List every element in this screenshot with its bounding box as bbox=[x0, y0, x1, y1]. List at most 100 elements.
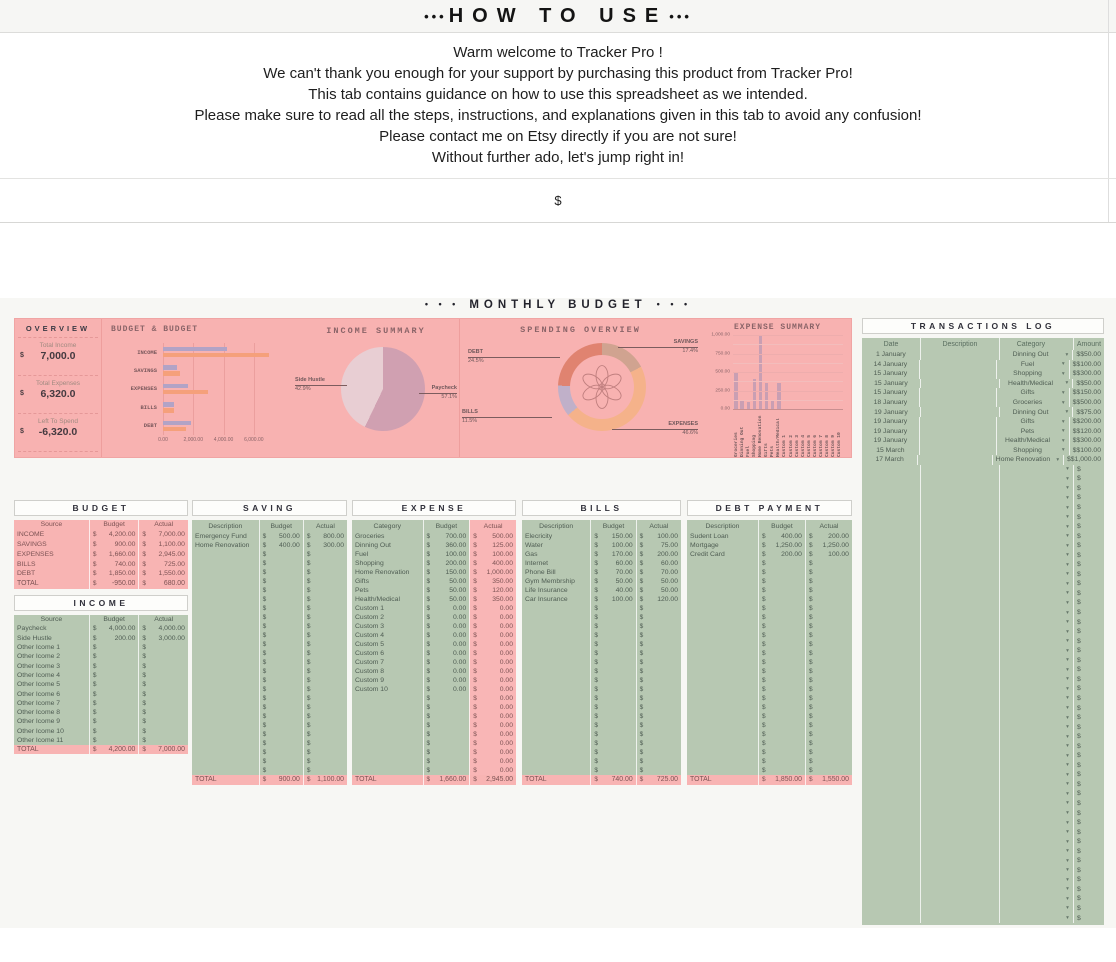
table-row: TOTAL $ -950.00 $680.00 bbox=[14, 578, 188, 589]
category-dropdown-icon: ▾ bbox=[1066, 743, 1069, 750]
transaction-row: ▾ $ bbox=[862, 598, 1104, 608]
transaction-row: ▾ $ bbox=[862, 607, 1104, 618]
table-row: $ $ bbox=[687, 766, 852, 775]
overview-title: OVERVIEW bbox=[25, 324, 91, 333]
welcome-block: Warm welcome to Tracker Pro ! We can't th… bbox=[0, 33, 1116, 179]
table-row: $ $ bbox=[687, 685, 852, 694]
table-row: TOTAL $900.00 $1,100.00 bbox=[192, 775, 347, 785]
category-dropdown-icon: ▾ bbox=[1065, 409, 1069, 416]
table-row: $ $0.00 bbox=[352, 712, 516, 721]
category-dropdown-icon: ▾ bbox=[1066, 705, 1069, 711]
donut-label-expenses: EXPENSES 46.6% bbox=[612, 421, 698, 436]
table-row: $ $0.00 bbox=[352, 703, 516, 712]
table-row: $ $ bbox=[522, 739, 681, 748]
category-dropdown-icon: ▾ bbox=[1066, 638, 1069, 645]
transaction-row: ▾ $ bbox=[862, 684, 1104, 694]
category-dropdown-icon: ▾ bbox=[1066, 829, 1069, 836]
category-dropdown-icon: ▾ bbox=[1066, 533, 1069, 540]
table-row: $ $ bbox=[522, 712, 681, 721]
category-dropdown-icon: ▾ bbox=[1061, 418, 1065, 425]
table-row: $ $ bbox=[687, 676, 852, 685]
income-table-title: INCOME bbox=[14, 595, 188, 611]
category-dropdown-icon: ▾ bbox=[1065, 351, 1069, 358]
table-row: $ $ bbox=[687, 712, 852, 721]
category-dropdown-icon: ▾ bbox=[1066, 571, 1069, 578]
transaction-row: ▾ $ bbox=[862, 550, 1104, 561]
dollar-cell[interactable]: $ bbox=[554, 193, 562, 208]
table-row: $ $0.00 bbox=[352, 748, 516, 757]
category-dropdown-icon: ▾ bbox=[1061, 370, 1065, 377]
table-row: $ $ bbox=[687, 586, 852, 595]
category-dropdown-icon: ▾ bbox=[1066, 514, 1069, 521]
transaction-row: ▾ $ bbox=[862, 789, 1104, 799]
transaction-row: ▾ $ bbox=[862, 579, 1104, 589]
table-row: $ $ bbox=[192, 739, 347, 748]
transaction-row: ▾ $ bbox=[862, 665, 1104, 675]
table-row: Custom 4 $0.00 $0.00 bbox=[352, 631, 516, 640]
transaction-row: ▾ $ bbox=[862, 846, 1104, 856]
category-dropdown-icon: ▾ bbox=[1066, 790, 1069, 797]
table-row: Other Icome 6 $ $ bbox=[14, 689, 188, 699]
table-row: $ $ bbox=[192, 685, 347, 694]
table-row: Other Icome 8 $ $ bbox=[14, 707, 188, 718]
table-row: Health/Medical $50.00 $350.00 bbox=[352, 595, 516, 604]
table-row: Other Icome 11 $ $ bbox=[14, 735, 188, 746]
table-row: Custom 2 $0.00 $0.00 bbox=[352, 613, 516, 622]
table-row: Dinning Out $360.00 $125.00 bbox=[352, 541, 516, 550]
category-dropdown-icon: ▾ bbox=[1066, 838, 1069, 845]
table-row: $ $ bbox=[192, 667, 347, 676]
category-dropdown-icon: ▾ bbox=[1066, 561, 1069, 568]
table-row: Other Icome 2 $ $ bbox=[14, 652, 188, 662]
table-row: Custom 1 $0.00 $0.00 bbox=[352, 604, 516, 613]
pie-label-paycheck: Paycheck 57.1% bbox=[419, 385, 457, 400]
panel-divider bbox=[459, 319, 460, 457]
budget-table-title: BUDGET bbox=[14, 500, 188, 516]
table-row: Other Icome 4 $ $ bbox=[14, 670, 188, 681]
table-row: $ $ bbox=[687, 568, 852, 577]
table-row: Groceries $700.00 $500.00 bbox=[352, 532, 516, 541]
table-row: Internet $60.00 $60.00 bbox=[522, 559, 681, 568]
table-row: $ $ bbox=[192, 658, 347, 667]
transaction-row: ▾ $ bbox=[862, 674, 1104, 685]
transaction-row: ▾ $ bbox=[862, 617, 1104, 627]
transaction-row: 15 January Shopping ▾ $ $300.00 bbox=[862, 369, 1104, 379]
table-row: $ $ bbox=[687, 703, 852, 712]
category-dropdown-icon: ▾ bbox=[1066, 781, 1069, 788]
table-row: $ $ bbox=[687, 622, 852, 631]
transaction-row: ▾ $ bbox=[862, 540, 1104, 551]
table-row: $ $ bbox=[687, 658, 852, 667]
category-dropdown-icon: ▾ bbox=[1061, 428, 1065, 435]
transaction-row: ▾ $ bbox=[862, 770, 1104, 780]
category-dropdown-icon: ▾ bbox=[1066, 886, 1069, 893]
transaction-row: ▾ $ bbox=[862, 722, 1104, 732]
table-row: Gas $170.00 $200.00 bbox=[522, 550, 681, 559]
table-row: Phone Bill $70.00 $70.00 bbox=[522, 568, 681, 577]
title-dots-right: ••• bbox=[669, 8, 692, 24]
table-row: $ $ bbox=[192, 622, 347, 631]
category-dropdown-icon: ▾ bbox=[1066, 619, 1069, 626]
transaction-row: 18 January Groceries ▾ $ $500.00 bbox=[862, 397, 1104, 408]
welcome-line: Please contact me on Etsy directly if yo… bbox=[379, 128, 737, 145]
table-row: Life Insurance $40.00 $50.00 bbox=[522, 586, 681, 595]
transaction-row: ▾ $ bbox=[862, 884, 1104, 895]
table-row: $ $ bbox=[192, 568, 347, 577]
table-row: $ $ bbox=[522, 685, 681, 694]
table-row: $ $ bbox=[522, 631, 681, 640]
table-row: Credit Card $200.00 $100.00 bbox=[687, 550, 852, 559]
debt-table-title: DEBT PAYMENT bbox=[687, 500, 852, 516]
category-dropdown-icon: ▾ bbox=[1066, 905, 1069, 912]
category-dropdown-icon: ▾ bbox=[1066, 800, 1069, 807]
table-row: $ $ bbox=[192, 595, 347, 604]
spending-overview-chart: SPENDING OVERVIEW bbox=[460, 319, 701, 457]
category-dropdown-icon: ▾ bbox=[1066, 895, 1069, 902]
category-dropdown-icon: ▾ bbox=[1065, 380, 1069, 387]
table-row: Custom 5 $0.00 $0.00 bbox=[352, 640, 516, 649]
table-row: $ $ bbox=[522, 757, 681, 766]
category-dropdown-icon: ▾ bbox=[1061, 361, 1065, 368]
transaction-row: ▾ $ bbox=[862, 502, 1104, 513]
transaction-row: ▾ $ bbox=[862, 645, 1104, 656]
category-dropdown-icon: ▾ bbox=[1066, 542, 1069, 549]
category-dropdown-icon: ▾ bbox=[1066, 628, 1069, 635]
transaction-row: ▾ $ bbox=[862, 875, 1104, 885]
donut-label-savings: SAVINGS 17.4% bbox=[618, 339, 698, 354]
